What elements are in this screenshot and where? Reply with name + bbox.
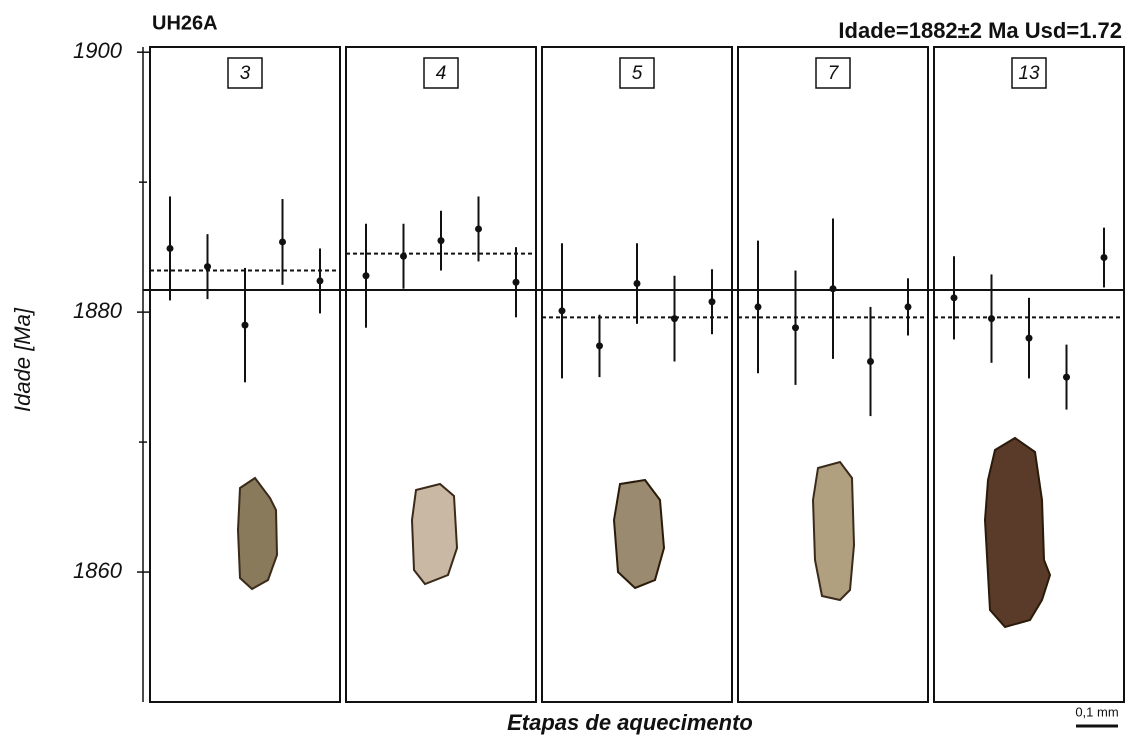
- data-point: [513, 279, 520, 286]
- panel-label: 13: [1018, 63, 1040, 84]
- data-point: [363, 272, 370, 279]
- data-point: [988, 315, 995, 322]
- chart-title: UH26A: [152, 12, 218, 34]
- data-point: [1026, 335, 1033, 342]
- scale-label: 0,1 mm: [1075, 704, 1118, 719]
- data-point: [792, 324, 799, 331]
- data-point: [400, 253, 407, 260]
- x-axis-label: Etapas de aquecimento: [507, 710, 753, 735]
- data-point: [167, 245, 174, 252]
- chart-subtitle: Idade=1882±2 Ma Usd=1.72: [838, 18, 1122, 43]
- data-point: [905, 303, 912, 310]
- data-point: [279, 238, 286, 245]
- panel-frame: [738, 47, 928, 702]
- y-axis-label: Idade [Ma]: [10, 307, 35, 412]
- grain-image: [238, 478, 277, 589]
- panel-label: 7: [828, 63, 840, 84]
- data-point: [475, 225, 482, 232]
- data-point: [1101, 254, 1108, 261]
- data-point: [559, 307, 566, 314]
- grain-image: [412, 484, 457, 584]
- data-point: [634, 280, 641, 287]
- data-point: [671, 315, 678, 322]
- data-point: [1063, 374, 1070, 381]
- panel-label: 5: [632, 63, 643, 84]
- data-point: [596, 342, 603, 349]
- y-tick-label: 1900: [73, 38, 123, 63]
- chart: UH26A Idade=1882±2 Ma Usd=1.72 Idade [Ma…: [0, 0, 1127, 736]
- data-point: [867, 358, 874, 365]
- data-point: [830, 285, 837, 292]
- grain-image: [614, 480, 664, 588]
- data-point: [317, 277, 324, 284]
- grain-image: [813, 462, 854, 600]
- data-point: [242, 322, 249, 329]
- y-tick-label: 1880: [73, 298, 123, 323]
- y-tick-label: 1860: [73, 558, 123, 583]
- panel-label: 4: [436, 63, 447, 84]
- panel-frame: [542, 47, 732, 702]
- data-point: [755, 303, 762, 310]
- data-point: [709, 298, 716, 305]
- panel-frame: [346, 47, 536, 702]
- grain-image: [985, 438, 1050, 627]
- panel-label: 3: [240, 63, 251, 84]
- data-point: [438, 237, 445, 244]
- data-point: [951, 294, 958, 301]
- data-point: [204, 263, 211, 270]
